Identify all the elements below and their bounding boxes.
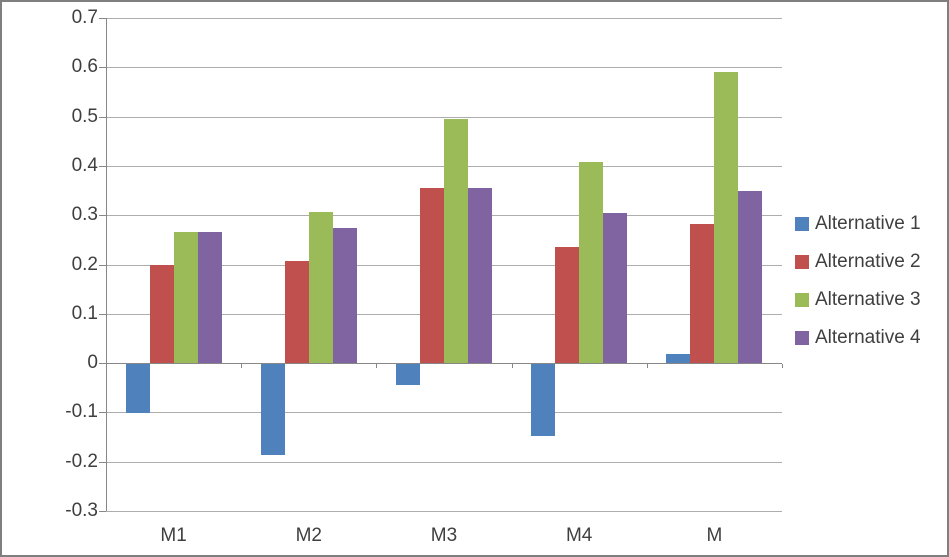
y-axis-tick	[99, 314, 106, 315]
bar-alternative-1-m3	[396, 364, 420, 385]
bar-alternative-4-m1	[197, 232, 222, 363]
bar-alternative-3-m3	[444, 119, 468, 363]
bar-alternative-1-m	[666, 354, 691, 363]
bar-alternative-4-m	[738, 190, 763, 363]
bar-alternative-2-m1	[149, 264, 174, 363]
y-axis-tick	[99, 215, 106, 216]
x-axis-label-m1: M1	[160, 525, 187, 546]
plot-area	[99, 18, 783, 512]
y-axis-tick-label: 0.3	[71, 204, 98, 225]
category-axis-tick	[646, 364, 648, 368]
category-axis-tick	[376, 364, 378, 368]
legend-label: Alternative 2	[815, 251, 921, 272]
y-axis-tick-label: 0.2	[71, 254, 98, 275]
gridline	[106, 67, 782, 68]
bar-alternative-1-m2	[260, 364, 285, 456]
gridline	[106, 462, 782, 463]
x-axis-label-m2: M2	[295, 525, 322, 546]
x-axis-label-m4: M4	[565, 525, 593, 546]
legend-label: Alternative 3	[815, 289, 921, 310]
y-axis-tick-label: -0.1	[65, 401, 98, 422]
y-axis-tick	[99, 265, 106, 266]
legend-item-alternative-2: Alternative 2	[795, 243, 921, 281]
y-axis-tick	[99, 462, 106, 463]
category-axis-tick	[106, 364, 107, 368]
legend-item-alternative-1: Alternative 1	[795, 205, 921, 243]
legend-label: Alternative 1	[815, 213, 921, 234]
y-axis-tick-label: 0.4	[71, 155, 98, 176]
gridline	[106, 412, 782, 413]
x-axis-zero-line	[106, 363, 782, 364]
y-axis-tick-label: -0.3	[65, 500, 98, 521]
gridline	[106, 117, 782, 118]
legend-swatch-icon	[795, 293, 809, 307]
y-axis-tick	[99, 363, 106, 364]
legend-item-alternative-4: Alternative 4	[795, 319, 921, 357]
y-axis-tick	[99, 412, 106, 413]
bar-alternative-4-m4	[603, 212, 628, 363]
x-axis-label-m: M	[706, 525, 723, 546]
y-axis-tick-label: -0.2	[65, 451, 98, 472]
bar-alternative-2-m2	[284, 261, 309, 363]
legend: Alternative 1 Alternative 2 Alternative 3 A…	[795, 205, 921, 357]
bar-alternative-4-m2	[332, 227, 357, 363]
y-axis-tick-label: 0	[87, 352, 98, 373]
gridline	[106, 511, 782, 512]
bar-alternative-3-m1	[173, 232, 198, 363]
y-axis-tick	[99, 18, 106, 19]
y-axis-tick-label: 0.6	[71, 56, 98, 77]
gridline	[106, 18, 782, 19]
y-axis-tick	[99, 67, 106, 68]
bar-alternative-2-m	[690, 223, 715, 363]
bar-alternative-2-m4	[555, 247, 580, 363]
bar-alternative-1-m1	[125, 364, 150, 414]
y-axis-tick	[99, 166, 106, 167]
category-axis-tick	[511, 364, 513, 368]
legend-swatch-icon	[795, 331, 809, 345]
legend-swatch-icon	[795, 255, 809, 269]
y-axis-tick-label: 0.5	[71, 106, 98, 127]
bar-alternative-3-m4	[579, 162, 604, 363]
bar-alternative-4-m3	[468, 188, 492, 363]
category-axis-tick	[241, 364, 243, 368]
y-axis-tick-label: 0.7	[71, 7, 98, 28]
legend-label: Alternative 4	[815, 327, 921, 348]
legend-item-alternative-3: Alternative 3	[795, 281, 921, 319]
y-axis-tick	[99, 117, 106, 118]
bar-alternative-2-m3	[420, 188, 444, 363]
category-axis-tick	[782, 364, 783, 368]
x-axis-label-m3: M3	[430, 525, 458, 546]
y-axis-line	[106, 18, 107, 511]
legend-swatch-icon	[795, 217, 809, 231]
y-axis-tick-label: 0.1	[71, 303, 98, 324]
bar-alternative-3-m	[714, 72, 739, 363]
bar-alternative-1-m4	[531, 364, 556, 436]
y-axis-tick	[99, 511, 106, 512]
bar-alternative-3-m2	[308, 211, 333, 363]
